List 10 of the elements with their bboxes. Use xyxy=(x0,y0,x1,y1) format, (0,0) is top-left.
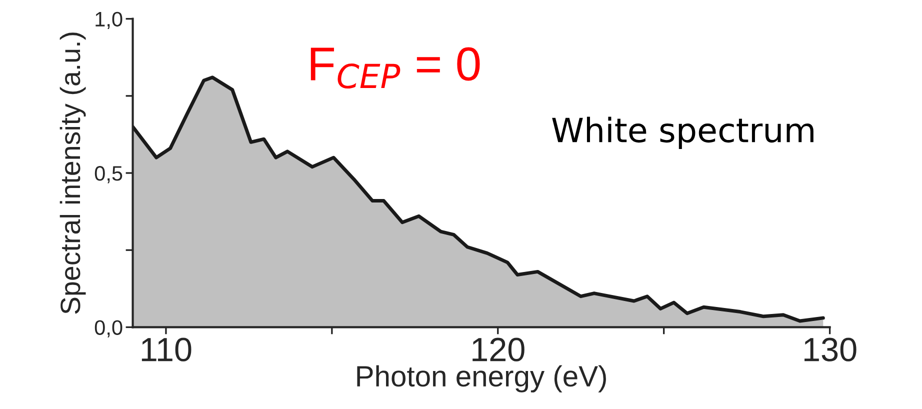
y-tick-label: 0,0 xyxy=(94,320,122,338)
y-tick-label: 1,0 xyxy=(96,12,122,30)
annotation: White spectrum xyxy=(552,116,814,150)
x-axis-title: Photon energy (eV) xyxy=(357,365,606,392)
y-axis-title: Spectral intensity (a.u.) xyxy=(60,32,86,314)
annotation: F$_{CEP}$ = 0 xyxy=(310,47,480,89)
x-tick-label: 120 xyxy=(472,338,524,362)
x-tick-label: 110 xyxy=(142,338,192,362)
y-tick-label: 0,5 xyxy=(94,166,122,184)
x-tick-label: 130 xyxy=(804,338,856,362)
